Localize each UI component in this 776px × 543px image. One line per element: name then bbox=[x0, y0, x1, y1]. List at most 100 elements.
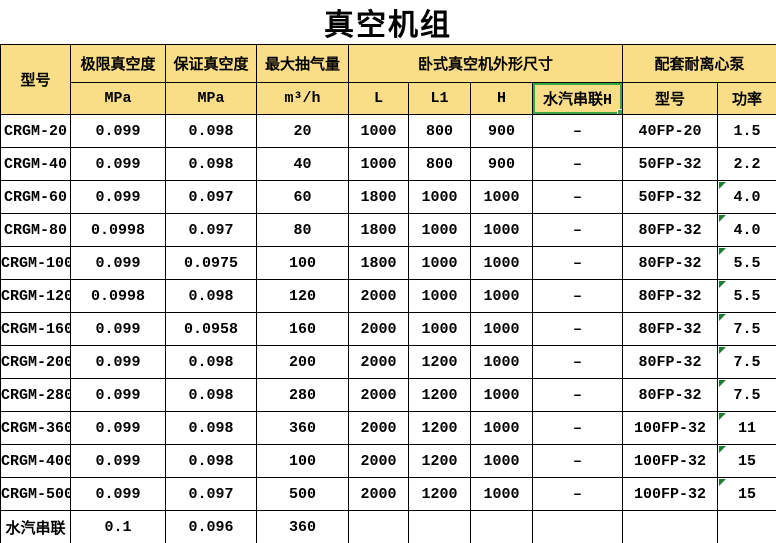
cell-power[interactable]: 15 bbox=[717, 477, 776, 511]
cell-l[interactable]: 2000 bbox=[348, 378, 409, 412]
cell-model[interactable]: CRGM-100 bbox=[0, 246, 71, 280]
cell-guaranteed[interactable]: 0.098 bbox=[165, 147, 257, 181]
header-cell-dim-l1[interactable]: L1 bbox=[408, 82, 471, 115]
cell-series_h[interactable]: – bbox=[531, 411, 624, 445]
cell-l1[interactable]: 1000 bbox=[408, 312, 471, 346]
cell-power[interactable]: 4.0 bbox=[717, 213, 776, 247]
cell-ultimate[interactable]: 0.099 bbox=[70, 345, 166, 379]
cell-l1[interactable]: 800 bbox=[408, 147, 471, 181]
cell-ultimate[interactable]: 0.099 bbox=[70, 114, 166, 148]
cell-guaranteed[interactable]: 0.097 bbox=[165, 213, 257, 247]
cell-l1[interactable] bbox=[408, 510, 471, 543]
cell-power[interactable]: 15 bbox=[717, 444, 776, 478]
cell-model[interactable]: 水汽串联 bbox=[0, 510, 71, 543]
header-cell-pump-group[interactable]: 配套耐离心泵 bbox=[622, 44, 776, 83]
cell-ultimate[interactable]: 0.099 bbox=[70, 378, 166, 412]
cell-h[interactable]: 1000 bbox=[470, 345, 533, 379]
cell-pump[interactable]: 100FP-32 bbox=[622, 477, 719, 511]
fill-handle[interactable] bbox=[617, 109, 622, 114]
cell-pump[interactable]: 80FP-32 bbox=[622, 246, 719, 280]
cell-series_h[interactable]: – bbox=[531, 147, 624, 181]
cell-l[interactable] bbox=[348, 510, 409, 543]
cell-model[interactable]: CRGM-160 bbox=[0, 312, 71, 346]
cell-l1[interactable]: 1000 bbox=[408, 279, 471, 313]
cell-capacity[interactable]: 360 bbox=[256, 510, 349, 543]
cell-h[interactable] bbox=[470, 510, 533, 543]
cell-h[interactable]: 900 bbox=[470, 147, 533, 181]
cell-capacity[interactable]: 500 bbox=[256, 477, 349, 511]
cell-model[interactable]: CRGM-500 bbox=[0, 477, 71, 511]
cell-l[interactable]: 2000 bbox=[348, 312, 409, 346]
cell-capacity[interactable]: 80 bbox=[256, 213, 349, 247]
header-cell-max-pumping[interactable]: 最大抽气量 bbox=[256, 44, 349, 83]
header-cell-ultimate-vacuum[interactable]: 极限真空度 bbox=[70, 44, 166, 83]
cell-power[interactable]: 5.5 bbox=[717, 246, 776, 280]
cell-l[interactable]: 2000 bbox=[348, 279, 409, 313]
cell-l[interactable]: 2000 bbox=[348, 444, 409, 478]
cell-pump[interactable]: 80FP-32 bbox=[622, 279, 719, 313]
cell-model[interactable]: CRGM-80 bbox=[0, 213, 71, 247]
header-cell-pump-power[interactable]: 功率 bbox=[717, 82, 776, 115]
cell-power[interactable]: 1.5 bbox=[717, 114, 776, 148]
cell-pump[interactable]: 50FP-32 bbox=[622, 147, 719, 181]
cell-series_h[interactable]: – bbox=[531, 378, 624, 412]
cell-l1[interactable]: 1200 bbox=[408, 477, 471, 511]
cell-guaranteed[interactable]: 0.097 bbox=[165, 180, 257, 214]
cell-capacity[interactable]: 100 bbox=[256, 444, 349, 478]
cell-ultimate[interactable]: 0.1 bbox=[70, 510, 166, 543]
cell-guaranteed[interactable]: 0.098 bbox=[165, 444, 257, 478]
cell-model[interactable]: CRGM-40 bbox=[0, 147, 71, 181]
cell-guaranteed[interactable]: 0.098 bbox=[165, 411, 257, 445]
cell-model[interactable]: CRGM-280 bbox=[0, 378, 71, 412]
header-cell-pump-model[interactable]: 型号 bbox=[622, 82, 719, 115]
cell-power[interactable]: 5.5 bbox=[717, 279, 776, 313]
cell-capacity[interactable]: 120 bbox=[256, 279, 349, 313]
cell-series_h[interactable]: – bbox=[531, 180, 624, 214]
cell-power[interactable] bbox=[717, 510, 776, 543]
cell-pump[interactable]: 100FP-32 bbox=[622, 444, 719, 478]
cell-pump[interactable]: 100FP-32 bbox=[622, 411, 719, 445]
cell-l[interactable]: 2000 bbox=[348, 411, 409, 445]
cell-h[interactable]: 1000 bbox=[470, 279, 533, 313]
cell-l1[interactable]: 800 bbox=[408, 114, 471, 148]
cell-guaranteed[interactable]: 0.097 bbox=[165, 477, 257, 511]
cell-l1[interactable]: 1200 bbox=[408, 378, 471, 412]
cell-l1[interactable]: 1200 bbox=[408, 411, 471, 445]
cell-ultimate[interactable]: 0.099 bbox=[70, 147, 166, 181]
cell-pump[interactable]: 80FP-32 bbox=[622, 345, 719, 379]
cell-h[interactable]: 1000 bbox=[470, 444, 533, 478]
cell-series_h[interactable]: – bbox=[531, 213, 624, 247]
cell-model[interactable]: CRGM-120 bbox=[0, 279, 71, 313]
cell-capacity[interactable]: 20 bbox=[256, 114, 349, 148]
cell-l[interactable]: 1800 bbox=[348, 213, 409, 247]
cell-h[interactable]: 1000 bbox=[470, 378, 533, 412]
cell-model[interactable]: CRGM-20 bbox=[0, 114, 71, 148]
cell-capacity[interactable]: 280 bbox=[256, 378, 349, 412]
cell-series_h[interactable]: – bbox=[531, 246, 624, 280]
cell-l1[interactable]: 1200 bbox=[408, 345, 471, 379]
cell-capacity[interactable]: 360 bbox=[256, 411, 349, 445]
cell-guaranteed[interactable]: 0.098 bbox=[165, 378, 257, 412]
header-cell-dim-h[interactable]: H bbox=[470, 82, 533, 115]
cell-ultimate[interactable]: 0.0998 bbox=[70, 279, 166, 313]
cell-power[interactable]: 2.2 bbox=[717, 147, 776, 181]
cell-capacity[interactable]: 100 bbox=[256, 246, 349, 280]
cell-capacity[interactable]: 60 bbox=[256, 180, 349, 214]
cell-series_h[interactable]: – bbox=[531, 444, 624, 478]
cell-l1[interactable]: 1000 bbox=[408, 213, 471, 247]
cell-l1[interactable]: 1000 bbox=[408, 180, 471, 214]
cell-h[interactable]: 1000 bbox=[470, 312, 533, 346]
cell-capacity[interactable]: 200 bbox=[256, 345, 349, 379]
cell-pump[interactable]: 50FP-32 bbox=[622, 180, 719, 214]
cell-model[interactable]: CRGM-60 bbox=[0, 180, 71, 214]
cell-power[interactable]: 7.5 bbox=[717, 378, 776, 412]
cell-power[interactable]: 7.5 bbox=[717, 312, 776, 346]
cell-guaranteed[interactable]: 0.098 bbox=[165, 114, 257, 148]
header-cell-unit-mpa-2[interactable]: MPa bbox=[165, 82, 257, 115]
cell-series_h[interactable] bbox=[531, 510, 624, 543]
header-cell-unit-m3h[interactable]: m³/h bbox=[256, 82, 349, 115]
cell-h[interactable]: 1000 bbox=[470, 213, 533, 247]
cell-h[interactable]: 1000 bbox=[470, 246, 533, 280]
cell-ultimate[interactable]: 0.099 bbox=[70, 312, 166, 346]
header-cell-guaranteed-vacuum[interactable]: 保证真空度 bbox=[165, 44, 257, 83]
